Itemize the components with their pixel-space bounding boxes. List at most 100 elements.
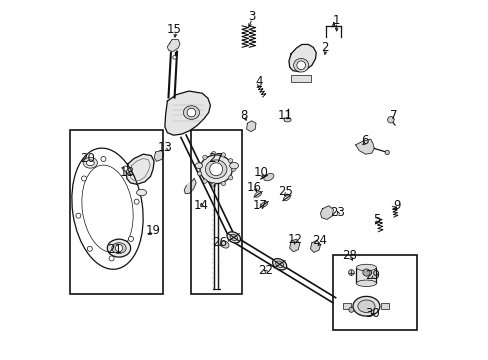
Text: 4: 4 <box>255 75 262 88</box>
Text: 9: 9 <box>392 199 400 212</box>
Circle shape <box>128 237 133 242</box>
Polygon shape <box>184 178 196 194</box>
Text: 2: 2 <box>321 41 328 54</box>
Bar <box>290 75 310 82</box>
Polygon shape <box>167 40 180 51</box>
Circle shape <box>384 150 388 154</box>
Circle shape <box>362 269 369 276</box>
Ellipse shape <box>357 300 374 312</box>
Text: 25: 25 <box>277 185 292 198</box>
Ellipse shape <box>293 58 308 72</box>
Ellipse shape <box>254 192 261 197</box>
Polygon shape <box>154 150 163 161</box>
Text: 29: 29 <box>365 269 380 282</box>
Polygon shape <box>246 121 255 132</box>
Text: 23: 23 <box>329 206 345 219</box>
Text: 1: 1 <box>331 14 339 27</box>
Polygon shape <box>288 44 316 72</box>
Text: 28: 28 <box>341 249 356 262</box>
Text: 11: 11 <box>277 109 292 122</box>
Text: 3: 3 <box>247 10 255 23</box>
Ellipse shape <box>356 280 376 287</box>
Circle shape <box>228 158 232 163</box>
Ellipse shape <box>226 232 240 243</box>
Text: 21: 21 <box>107 243 122 256</box>
Text: 10: 10 <box>253 166 267 179</box>
Circle shape <box>348 307 353 312</box>
Text: 14: 14 <box>193 199 208 212</box>
Bar <box>343 303 351 309</box>
Text: 12: 12 <box>286 233 302 246</box>
Circle shape <box>211 183 215 187</box>
Circle shape <box>122 166 127 171</box>
Ellipse shape <box>107 239 130 257</box>
Circle shape <box>134 199 139 204</box>
Ellipse shape <box>136 189 146 196</box>
Circle shape <box>221 181 225 186</box>
Circle shape <box>387 117 393 123</box>
Bar <box>333 255 416 330</box>
Text: 5: 5 <box>373 213 380 226</box>
Circle shape <box>109 256 114 261</box>
Text: 6: 6 <box>360 134 367 147</box>
Ellipse shape <box>229 162 238 169</box>
Bar <box>380 303 388 309</box>
Circle shape <box>197 163 202 167</box>
Ellipse shape <box>112 243 126 253</box>
Circle shape <box>296 61 305 69</box>
Circle shape <box>231 167 235 171</box>
Text: 7: 7 <box>389 109 396 122</box>
Text: 30: 30 <box>365 307 380 320</box>
Text: 19: 19 <box>145 224 160 237</box>
Ellipse shape <box>205 160 226 179</box>
Circle shape <box>203 179 206 183</box>
Circle shape <box>115 244 122 252</box>
Ellipse shape <box>283 195 290 201</box>
Ellipse shape <box>195 163 202 168</box>
Text: 17: 17 <box>252 199 267 212</box>
Text: 20: 20 <box>80 152 95 165</box>
Ellipse shape <box>272 258 286 270</box>
Polygon shape <box>355 139 373 154</box>
Circle shape <box>87 246 92 251</box>
Bar <box>356 267 376 283</box>
Polygon shape <box>310 240 320 252</box>
Circle shape <box>197 171 202 176</box>
Polygon shape <box>320 206 333 220</box>
Circle shape <box>76 213 81 218</box>
Circle shape <box>172 55 176 59</box>
Circle shape <box>221 153 225 157</box>
Ellipse shape <box>229 234 237 240</box>
Circle shape <box>348 270 353 275</box>
Circle shape <box>203 155 206 159</box>
Text: 16: 16 <box>246 181 262 194</box>
Ellipse shape <box>264 174 273 181</box>
Ellipse shape <box>352 296 379 316</box>
Circle shape <box>101 157 106 162</box>
Circle shape <box>187 108 195 117</box>
Ellipse shape <box>356 264 376 271</box>
Text: 15: 15 <box>167 23 182 36</box>
Ellipse shape <box>83 157 97 168</box>
Text: 8: 8 <box>240 109 247 122</box>
Circle shape <box>228 176 232 180</box>
Ellipse shape <box>220 241 228 248</box>
Text: 22: 22 <box>257 264 272 277</box>
Polygon shape <box>126 154 154 184</box>
Polygon shape <box>289 239 299 252</box>
Circle shape <box>209 163 222 176</box>
Text: 13: 13 <box>157 141 172 154</box>
Text: 18: 18 <box>119 166 134 179</box>
Ellipse shape <box>275 261 283 267</box>
Circle shape <box>211 152 215 156</box>
Circle shape <box>81 176 86 181</box>
Text: 24: 24 <box>312 234 326 247</box>
Polygon shape <box>164 91 210 135</box>
Ellipse shape <box>183 106 199 120</box>
Text: 27: 27 <box>208 152 223 165</box>
Ellipse shape <box>284 118 290 122</box>
Bar <box>70 130 163 294</box>
Ellipse shape <box>200 155 232 184</box>
Text: 26: 26 <box>211 236 226 249</box>
Bar <box>190 130 241 294</box>
